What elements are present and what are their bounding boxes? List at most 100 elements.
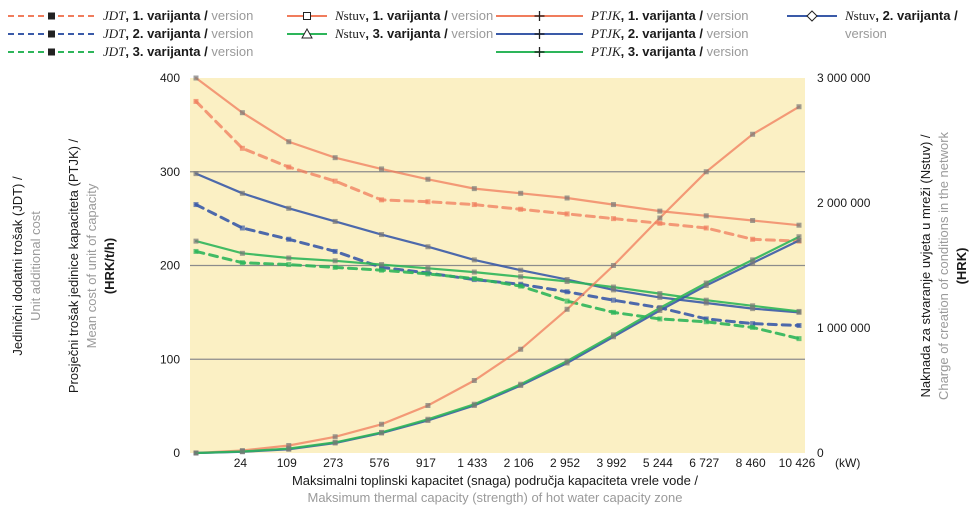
data-point: [379, 264, 385, 270]
data-point: [703, 213, 709, 219]
data-point: [193, 248, 199, 254]
series-line: [194, 105, 801, 455]
series-group: [193, 75, 802, 456]
data-point: [286, 443, 292, 448]
data-point: [193, 171, 199, 177]
data-point: [610, 297, 616, 303]
tick-labels: 0 100 200 300 400 0 1 000 000 2 000 000 3 000 00…: [160, 71, 871, 470]
data-point: [379, 262, 385, 268]
data-point: [610, 202, 616, 208]
legend-marker: [534, 47, 545, 57]
data-point: [471, 269, 477, 275]
x-tick-label: 24: [234, 456, 248, 470]
data-point: [425, 199, 431, 205]
series-line: [194, 235, 801, 455]
data-point: [193, 450, 199, 456]
data-point: [750, 303, 756, 309]
data-point: [703, 225, 709, 231]
data-point: [286, 255, 292, 261]
data-point: [610, 263, 616, 268]
data-point: [750, 306, 756, 312]
data-point: [286, 164, 292, 170]
data-point: [471, 401, 477, 407]
x-tick-label: 5 244: [643, 456, 673, 470]
series-line: [194, 76, 801, 227]
x-tick-label: 2 952: [550, 456, 580, 470]
legend-label: Nstuv, 1. varijanta / version: [334, 8, 493, 23]
data-point: [564, 211, 570, 217]
series-ptjk-2-varijanta: [193, 171, 802, 315]
x-tick-label: 2 106: [504, 456, 534, 470]
data-point: [239, 449, 245, 454]
data-point: [796, 336, 802, 342]
data-point: [425, 244, 431, 250]
right-axis-label-a: Naknada za stvaranje uvjeta u mreži (Nst…: [918, 134, 933, 397]
data-point: [518, 206, 524, 212]
x-tick-label: 109: [277, 456, 297, 470]
data-point: [239, 250, 245, 256]
series-ptjk-3-varijanta: [193, 238, 802, 314]
series-line: [194, 249, 801, 341]
data-point: [425, 271, 431, 277]
legend-marker: [48, 30, 55, 38]
data-point: [796, 222, 802, 228]
x-tick-label: 273: [323, 456, 343, 470]
series-ptjk-1-varijanta: [193, 75, 802, 228]
data-point: [610, 332, 616, 338]
data-point: [750, 257, 756, 263]
data-point: [657, 215, 663, 221]
data-point: [239, 225, 245, 231]
data-point: [564, 306, 570, 312]
data-point: [518, 274, 524, 280]
data-point: [239, 145, 245, 151]
y-right-tick-label: 2 000 000: [817, 196, 871, 210]
data-point: [332, 178, 338, 184]
data-point: [193, 75, 199, 81]
data-point: [379, 421, 385, 427]
legend: JDT, 1. varijanta / version JDT, 2. varij…: [8, 8, 961, 59]
x-tick-label: 10 426: [779, 456, 816, 470]
y-right-tick-label: 0: [817, 446, 824, 460]
data-point: [750, 218, 756, 223]
data-point: [332, 248, 338, 254]
series-nstuv-3-varijanta: [193, 234, 802, 456]
x-tick-label: 6 727: [689, 456, 719, 470]
data-point: [796, 308, 802, 314]
x-axis-unit: (kW): [835, 456, 860, 470]
data-point: [193, 98, 199, 104]
data-point: [703, 300, 709, 306]
legend-label: Nstuv, 3. varijanta / version: [334, 26, 493, 41]
data-point: [286, 262, 292, 268]
legend-label: Nstuv, 2. varijanta / version: [844, 8, 961, 41]
data-point: [750, 324, 756, 330]
right-axis-label-c: (HRK): [954, 248, 969, 285]
data-point: [703, 169, 709, 175]
series-line: [194, 240, 801, 313]
data-point: [471, 202, 477, 208]
data-point: [332, 258, 338, 264]
data-point: [703, 319, 709, 325]
data-point: [518, 381, 524, 387]
data-point: [564, 298, 570, 304]
data-point: [239, 110, 245, 116]
x-axis-label-a: Maksimalni toplinski kapacitet (snaga) p…: [292, 473, 698, 488]
data-point: [332, 218, 338, 224]
left-axis-label-2a: Prosječni trošak jedinice kapaciteta (PT…: [66, 138, 81, 393]
data-point: [657, 291, 663, 297]
data-point: [518, 283, 524, 289]
data-point: [332, 264, 338, 270]
y-left-tick-label: 400: [160, 71, 180, 85]
y-left-tick-label: 200: [160, 259, 180, 273]
data-point: [657, 305, 663, 311]
data-point: [610, 216, 616, 222]
y-left-tick-label: 0: [173, 446, 180, 460]
data-point: [193, 202, 199, 208]
data-point: [379, 429, 385, 435]
x-tick-label: 576: [370, 456, 390, 470]
left-axis-label-2c: (HRK/t/h): [102, 238, 117, 294]
data-point: [425, 416, 431, 422]
data-point: [796, 323, 802, 328]
data-point: [610, 309, 616, 315]
y-left-tick-label: 300: [160, 165, 180, 179]
